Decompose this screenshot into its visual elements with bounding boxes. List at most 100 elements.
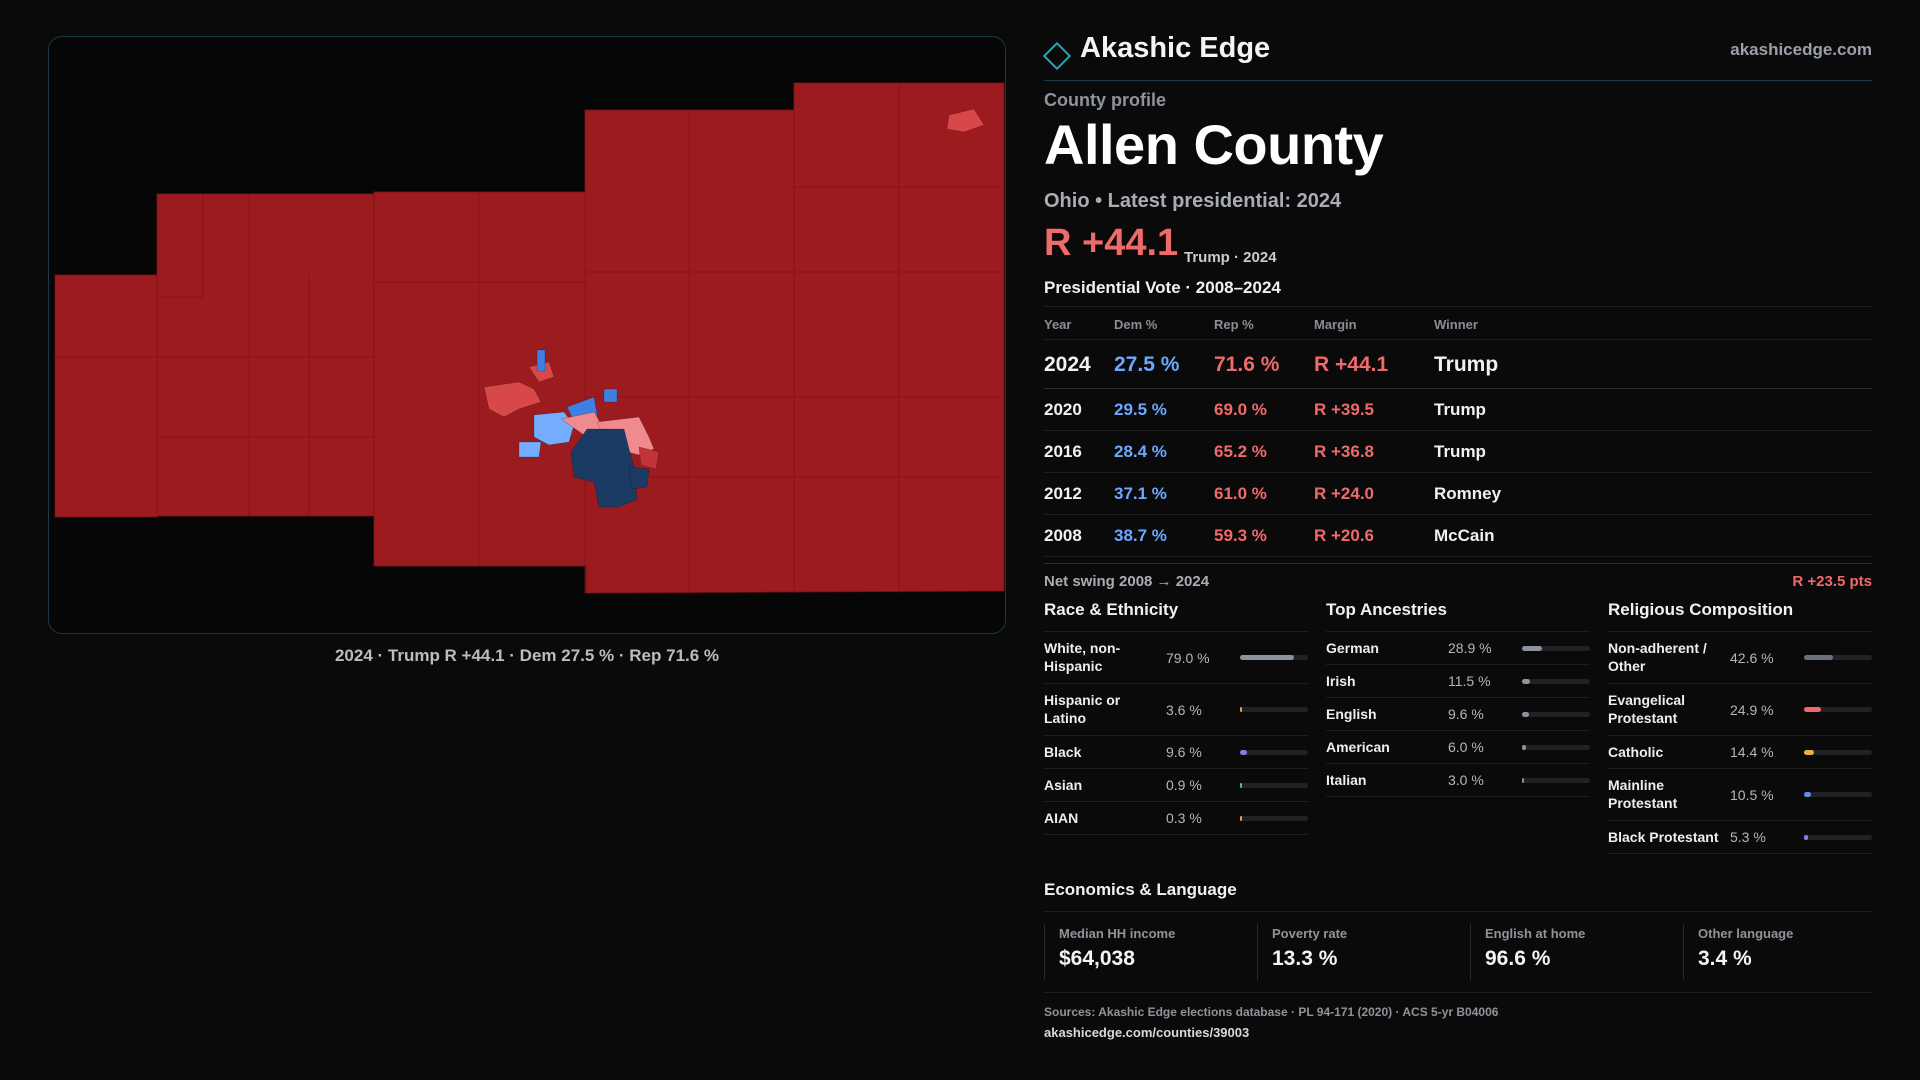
list-item: Black 9.6 % (1044, 736, 1308, 769)
cell-winner: McCain (1434, 526, 1495, 545)
stat-card: Median HH income $64,038 (1044, 924, 1244, 980)
cell-margin: R +20.6 (1314, 526, 1375, 545)
race-ethnicity-section: Race & Ethnicity White, non-Hispanic 79.0… (1044, 600, 1308, 835)
item-label: English (1326, 706, 1377, 722)
cell-rep: 61.0 % (1214, 484, 1267, 503)
list-item: Hispanic or Latino 3.6 % (1044, 684, 1308, 736)
brand-name: Akashic Edge (1080, 32, 1271, 64)
map-caption: 2024 · Trump R +44.1 · Dem 27.5 % · Rep … (334, 646, 720, 665)
item-value: 3.6 % (1166, 701, 1202, 718)
item-value: 9.6 % (1166, 744, 1202, 760)
table-row: 2008 38.7 % 59.3 % R +20.6 McCain (1044, 515, 1872, 557)
list-item: Non-adherent / Other 42.6 % (1608, 632, 1872, 684)
precinct-mid-r[interactable] (638, 446, 660, 470)
headline-note: Trump · 2024 (1184, 249, 1277, 266)
share-bar-fill (1522, 678, 1530, 684)
cell-year: 2024 (1044, 353, 1091, 376)
share-bar-fill (1804, 792, 1812, 797)
share-bar-track (1240, 749, 1308, 755)
precinct-mid-d[interactable] (603, 388, 618, 403)
subtitle: Ohio • Latest presidential: 2024 (1044, 190, 1342, 212)
precinct-lean-d[interactable] (536, 349, 546, 372)
cell-winner: Trump (1434, 442, 1486, 461)
list-item: Mainline Protestant 10.5 % (1608, 769, 1872, 821)
eyebrow-label: County profile (1044, 90, 1166, 110)
list-item: Black Protestant 5.3 % (1608, 821, 1872, 854)
share-bar-fill (1240, 655, 1294, 660)
list-item: Irish 11.5 % (1326, 665, 1590, 698)
share-bar-track (1240, 815, 1308, 821)
stat-label: Median HH income (1059, 926, 1176, 941)
share-bar-fill (1804, 655, 1833, 660)
brand-header: Akashic Edge akashicedge.com (1042, 30, 1872, 81)
item-value: 6.0 % (1448, 739, 1484, 755)
share-bar-fill (1804, 834, 1808, 840)
ancestry-section-title: Top Ancestries (1326, 600, 1590, 632)
precinct-lean-d[interactable] (518, 441, 542, 458)
item-value: 11.5 % (1448, 673, 1491, 689)
list-item: German 28.9 % (1326, 632, 1590, 665)
cell-dem: 38.7 % (1114, 526, 1167, 545)
county-map[interactable] (48, 36, 1006, 634)
brand-url-link[interactable]: akashicedge.com (1730, 40, 1872, 59)
cell-winner: Trump (1434, 353, 1499, 376)
precinct-lean-r[interactable] (483, 381, 542, 418)
share-bar-track (1240, 707, 1308, 712)
cell-margin: R +39.5 (1314, 400, 1375, 419)
ancestry-section: Top Ancestries German 28.9 % Irish 11.5 % En… (1326, 600, 1590, 797)
share-bar-track (1804, 749, 1872, 755)
share-bar-track (1804, 792, 1872, 797)
share-bar-track (1240, 655, 1308, 660)
item-value: 0.3 % (1166, 810, 1202, 826)
header-dem: Dem % (1114, 317, 1158, 332)
vote-table: Year Dem % Rep % Margin Winner 2024 27.5… (1044, 306, 1872, 557)
precinct-safe-d[interactable] (570, 428, 638, 508)
stat-value: 96.6 % (1485, 947, 1551, 970)
share-bar-fill (1522, 711, 1529, 717)
item-label: Mainline Protestant (1608, 777, 1678, 811)
share-bar-track (1240, 782, 1308, 788)
item-value: 79.0 % (1166, 649, 1210, 666)
cell-margin: R +36.8 (1314, 442, 1375, 461)
swing-label: Net swing 2008 → 2024 (1044, 573, 1210, 590)
table-row: 2012 37.1 % 61.0 % R +24.0 Romney (1044, 473, 1872, 515)
vote-section-title: Presidential Vote · 2008–2024 (1044, 278, 1281, 297)
headline-margin: R +44.1 (1044, 222, 1179, 264)
list-item: Catholic 14.4 % (1608, 736, 1872, 769)
header-winner: Winner (1434, 317, 1478, 332)
item-value: 3.0 % (1448, 772, 1484, 788)
economics-section: Economics & Language Median HH income $6… (1044, 880, 1872, 993)
stat-label: Poverty rate (1272, 926, 1348, 941)
precinct-safe-d[interactable] (628, 466, 650, 490)
stat-value: $64,038 (1059, 947, 1135, 970)
stat-card: Poverty rate 13.3 % (1257, 924, 1457, 980)
item-label: Hispanic or Latino (1044, 692, 1121, 726)
share-bar-fill (1522, 744, 1527, 750)
header-rep: Rep % (1214, 317, 1254, 332)
swing-value: R +23.5 pts (1792, 573, 1872, 590)
item-value: 14.4 % (1730, 744, 1774, 760)
item-value: 24.9 % (1730, 701, 1774, 718)
vote-table-header: Year Dem % Rep % Margin Winner (1044, 306, 1872, 340)
precinct-lean-r[interactable] (946, 108, 985, 133)
precinct-map-svg[interactable] (49, 37, 1006, 634)
list-item: Evangelical Protestant 24.9 % (1608, 684, 1872, 736)
stat-card: English at home 96.6 % (1470, 924, 1670, 980)
share-bar-track (1522, 711, 1590, 717)
item-label: AIAN (1044, 810, 1079, 826)
table-row: 2024 27.5 % 71.6 % R +44.1 Trump (1044, 340, 1872, 389)
share-bar-fill (1240, 749, 1247, 755)
share-bar-track (1522, 744, 1590, 750)
stat-card: Other language 3.4 % (1683, 924, 1883, 980)
item-value: 5.3 % (1730, 829, 1766, 845)
county-page-link[interactable]: akashicedge.com/counties/39003 (1044, 1025, 1250, 1040)
share-bar-track (1522, 777, 1590, 783)
item-label: White, non-Hispanic (1044, 640, 1121, 674)
share-bar-track (1804, 834, 1872, 840)
list-item: White, non-Hispanic 79.0 % (1044, 632, 1308, 684)
stat-value: 13.3 % (1272, 947, 1338, 970)
precinct-lean-d[interactable] (533, 411, 575, 446)
economics-cards: Median HH income $64,038 Poverty rate 13… (1044, 912, 1872, 993)
item-label: Non-adherent / Other (1608, 640, 1707, 674)
cell-rep: 65.2 % (1214, 442, 1267, 461)
